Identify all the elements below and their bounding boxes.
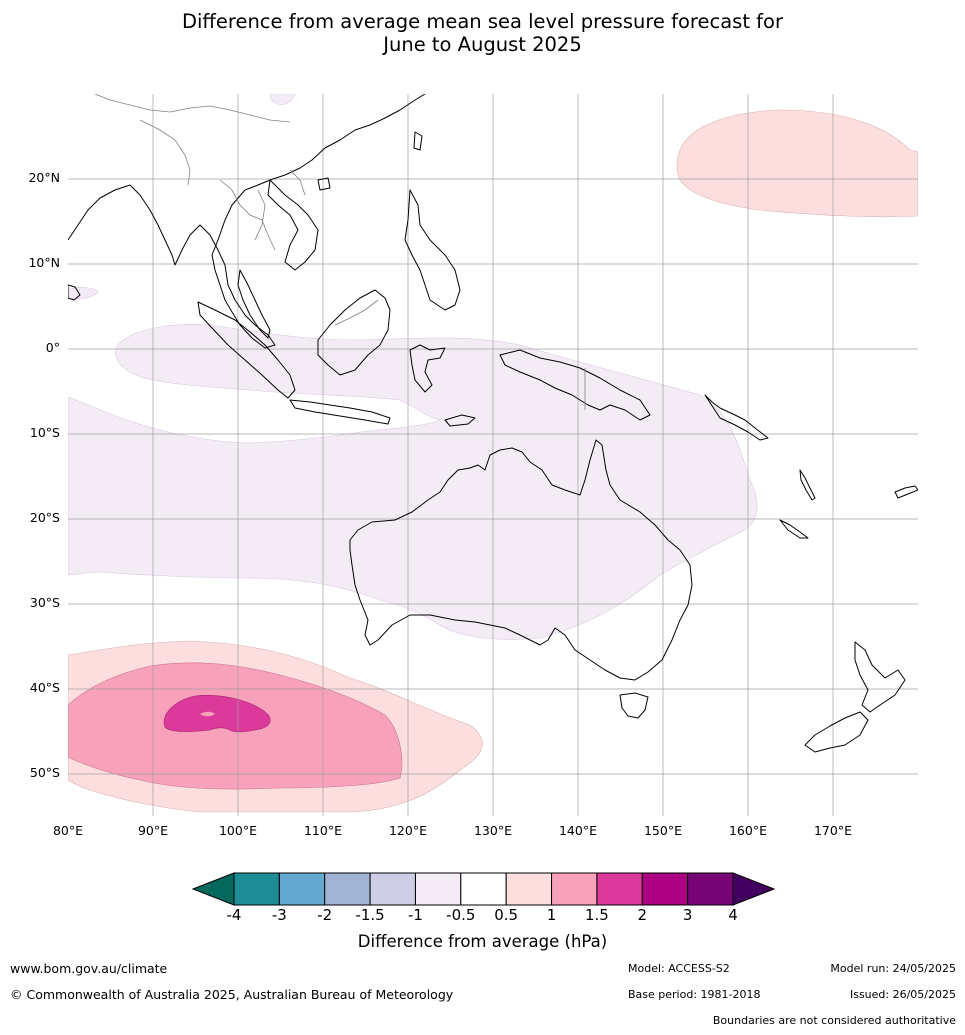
new-zealand-north <box>854 641 906 713</box>
new-caledonia-coastline <box>779 519 809 539</box>
colorbar-cell <box>596 872 643 906</box>
lat-label-10s: 10°S <box>29 425 60 440</box>
colorbar-tick-label: 1.5 <box>584 906 609 924</box>
colorbar-cell <box>505 872 553 906</box>
new-guinea-coastline <box>499 349 651 421</box>
negative-anomaly-small <box>68 287 99 300</box>
colorbar <box>191 872 776 906</box>
colorbar-tick-label: 2 <box>637 906 648 924</box>
lat-label-20s: 20°S <box>29 510 60 525</box>
base-period: Base period: 1981-2018 <box>628 988 761 1001</box>
website-link[interactable]: www.bom.gov.au/climate <box>10 961 168 976</box>
colorbar-cell <box>233 872 280 906</box>
positive-anomaly-south-hole <box>200 711 215 717</box>
colorbar-cell <box>687 872 734 906</box>
lon-label-150e: 150°E <box>643 823 682 838</box>
colorbar-title: Difference from average (hPa) <box>357 932 608 951</box>
fiji-islands <box>894 485 918 499</box>
lon-label-130e: 130°E <box>473 823 512 838</box>
lat-label-10n: 10°N <box>28 255 60 270</box>
java-coastline <box>289 399 391 425</box>
graticule <box>68 94 918 816</box>
lat-label-20n: 20°N <box>28 170 60 185</box>
pressure-anomaly-map <box>68 94 918 816</box>
lon-label-100e: 100°E <box>218 823 257 838</box>
solomon-islands <box>704 394 769 441</box>
sri-lanka-coastline <box>68 284 81 301</box>
colorbar-cell <box>278 872 326 906</box>
asia-mainland-coastline <box>68 94 426 349</box>
lon-label-80e: 80°E <box>52 823 84 838</box>
lat-label-30s: 30°S <box>29 595 60 610</box>
australia-coastline <box>349 439 693 681</box>
lon-label-90e: 90°E <box>137 823 169 838</box>
taiwan-coastline <box>413 131 423 151</box>
colorbar-tick-label: -3 <box>271 906 287 924</box>
colorbar-tick-label: -1 <box>407 906 423 924</box>
lon-label-170e: 170°E <box>813 823 852 838</box>
malay-peninsula <box>237 269 271 339</box>
model-run-date: Model run: 24/05/2025 <box>830 962 956 975</box>
colorbar-low-extend <box>191 872 235 906</box>
coastlines <box>68 94 918 753</box>
title-line-2: June to August 2025 <box>383 33 582 56</box>
colorbar-tick-label: -2 <box>317 906 333 924</box>
colorbar-tick-label: 1 <box>546 906 557 924</box>
colorbar-cell <box>551 872 598 906</box>
colorbar-tick-label: -4 <box>226 906 242 924</box>
lon-label-160e: 160°E <box>728 823 767 838</box>
timor-coastline <box>444 414 476 427</box>
colorbar-cell <box>460 872 507 906</box>
colorbar-tick-label: -1.5 <box>355 906 385 924</box>
lon-label-120e: 120°E <box>388 823 427 838</box>
colorbar-tick-label: 0.5 <box>494 906 519 924</box>
copyright-text: © Commonwealth of Australia 2025, Austra… <box>10 987 454 1002</box>
model-name: Model: ACCESS-S2 <box>628 962 730 975</box>
lat-label-0: 0° <box>45 340 60 355</box>
colorbar-cell <box>369 872 416 906</box>
lon-label-110e: 110°E <box>303 823 342 838</box>
colorbar-tick-label: 4 <box>728 906 738 924</box>
positive-anomaly-south-1.5 <box>163 695 271 733</box>
country-borders <box>94 94 586 410</box>
colorbar-cell <box>414 872 462 906</box>
vanuatu-islands <box>799 469 816 501</box>
lon-label-140e: 140°E <box>558 823 597 838</box>
positive-anomaly-top <box>269 94 296 105</box>
hainan-coastline <box>317 177 331 191</box>
lat-label-50s: 50°S <box>29 765 60 780</box>
negative-anomaly-region <box>68 324 758 640</box>
issued-date: Issued: 26/05/2025 <box>849 988 956 1001</box>
lat-label-40s: 40°S <box>29 680 60 695</box>
philippines-coastline <box>404 189 461 311</box>
sumatra-coastline <box>197 301 296 399</box>
colorbar-cell <box>324 872 371 906</box>
sulawesi-coastline <box>409 344 446 393</box>
new-zealand-south <box>804 711 869 753</box>
tasmania-coastline <box>619 692 649 719</box>
chart-title: Difference from average mean sea level p… <box>0 10 965 56</box>
boundaries-disclaimer: Boundaries are not considered authoritat… <box>712 1014 956 1027</box>
title-line-1: Difference from average mean sea level p… <box>182 10 783 33</box>
borneo-coastline <box>317 289 391 376</box>
positive-anomaly-pacific <box>676 109 918 218</box>
colorbar-tick-label: -0.5 <box>446 906 476 924</box>
colorbar-high-extend <box>732 872 776 906</box>
colorbar-cell <box>641 872 689 906</box>
indochina-coastline <box>267 179 319 271</box>
colorbar-tick-label: 3 <box>682 906 693 924</box>
